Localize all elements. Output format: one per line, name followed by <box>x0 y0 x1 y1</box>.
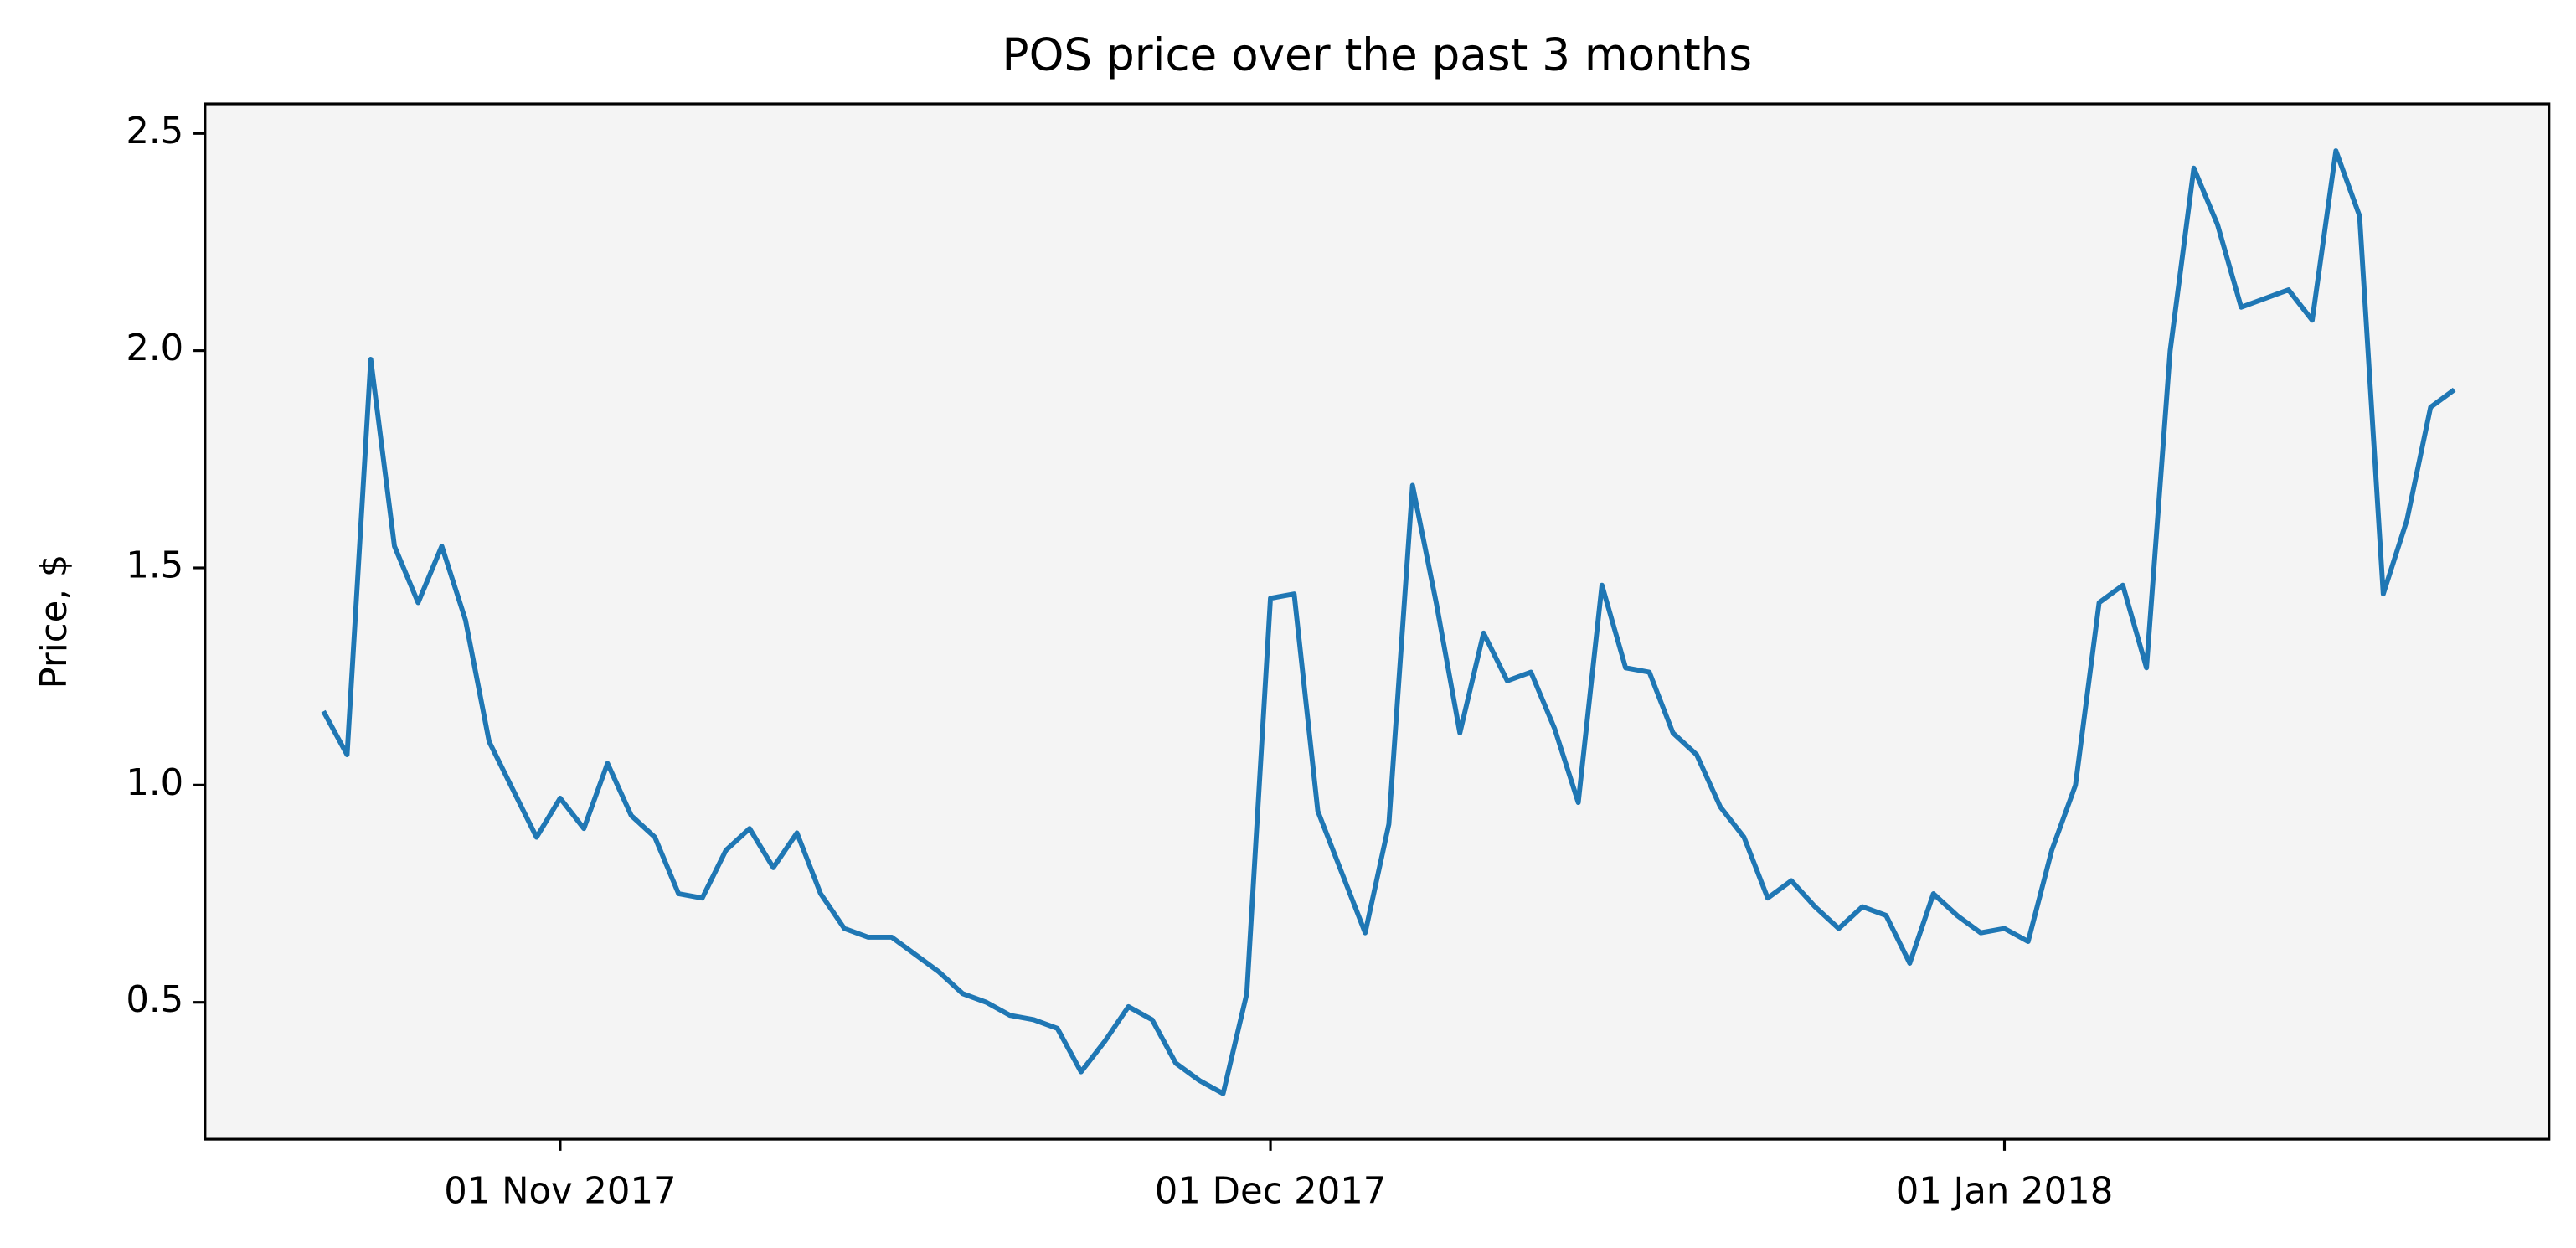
y-axis-label: Price, $ <box>33 554 75 689</box>
price-line <box>321 148 2456 1096</box>
x-tick-label: 01 Dec 2017 <box>1155 1171 1387 1213</box>
y-tick-label: 2.0 <box>126 327 183 369</box>
x-tick-label: 01 Nov 2017 <box>444 1171 676 1213</box>
plot-area <box>204 104 2549 1140</box>
y-tick-label: 1.0 <box>126 762 183 804</box>
plot-frame <box>204 102 2551 1141</box>
y-tick-label: 0.5 <box>126 979 183 1021</box>
x-tick-label: 01 Jan 2018 <box>1896 1171 2114 1213</box>
y-tick-label: 2.5 <box>126 111 183 152</box>
chart-title: POS price over the past 3 months <box>1002 29 1752 81</box>
y-tick-label: 1.5 <box>126 544 183 586</box>
